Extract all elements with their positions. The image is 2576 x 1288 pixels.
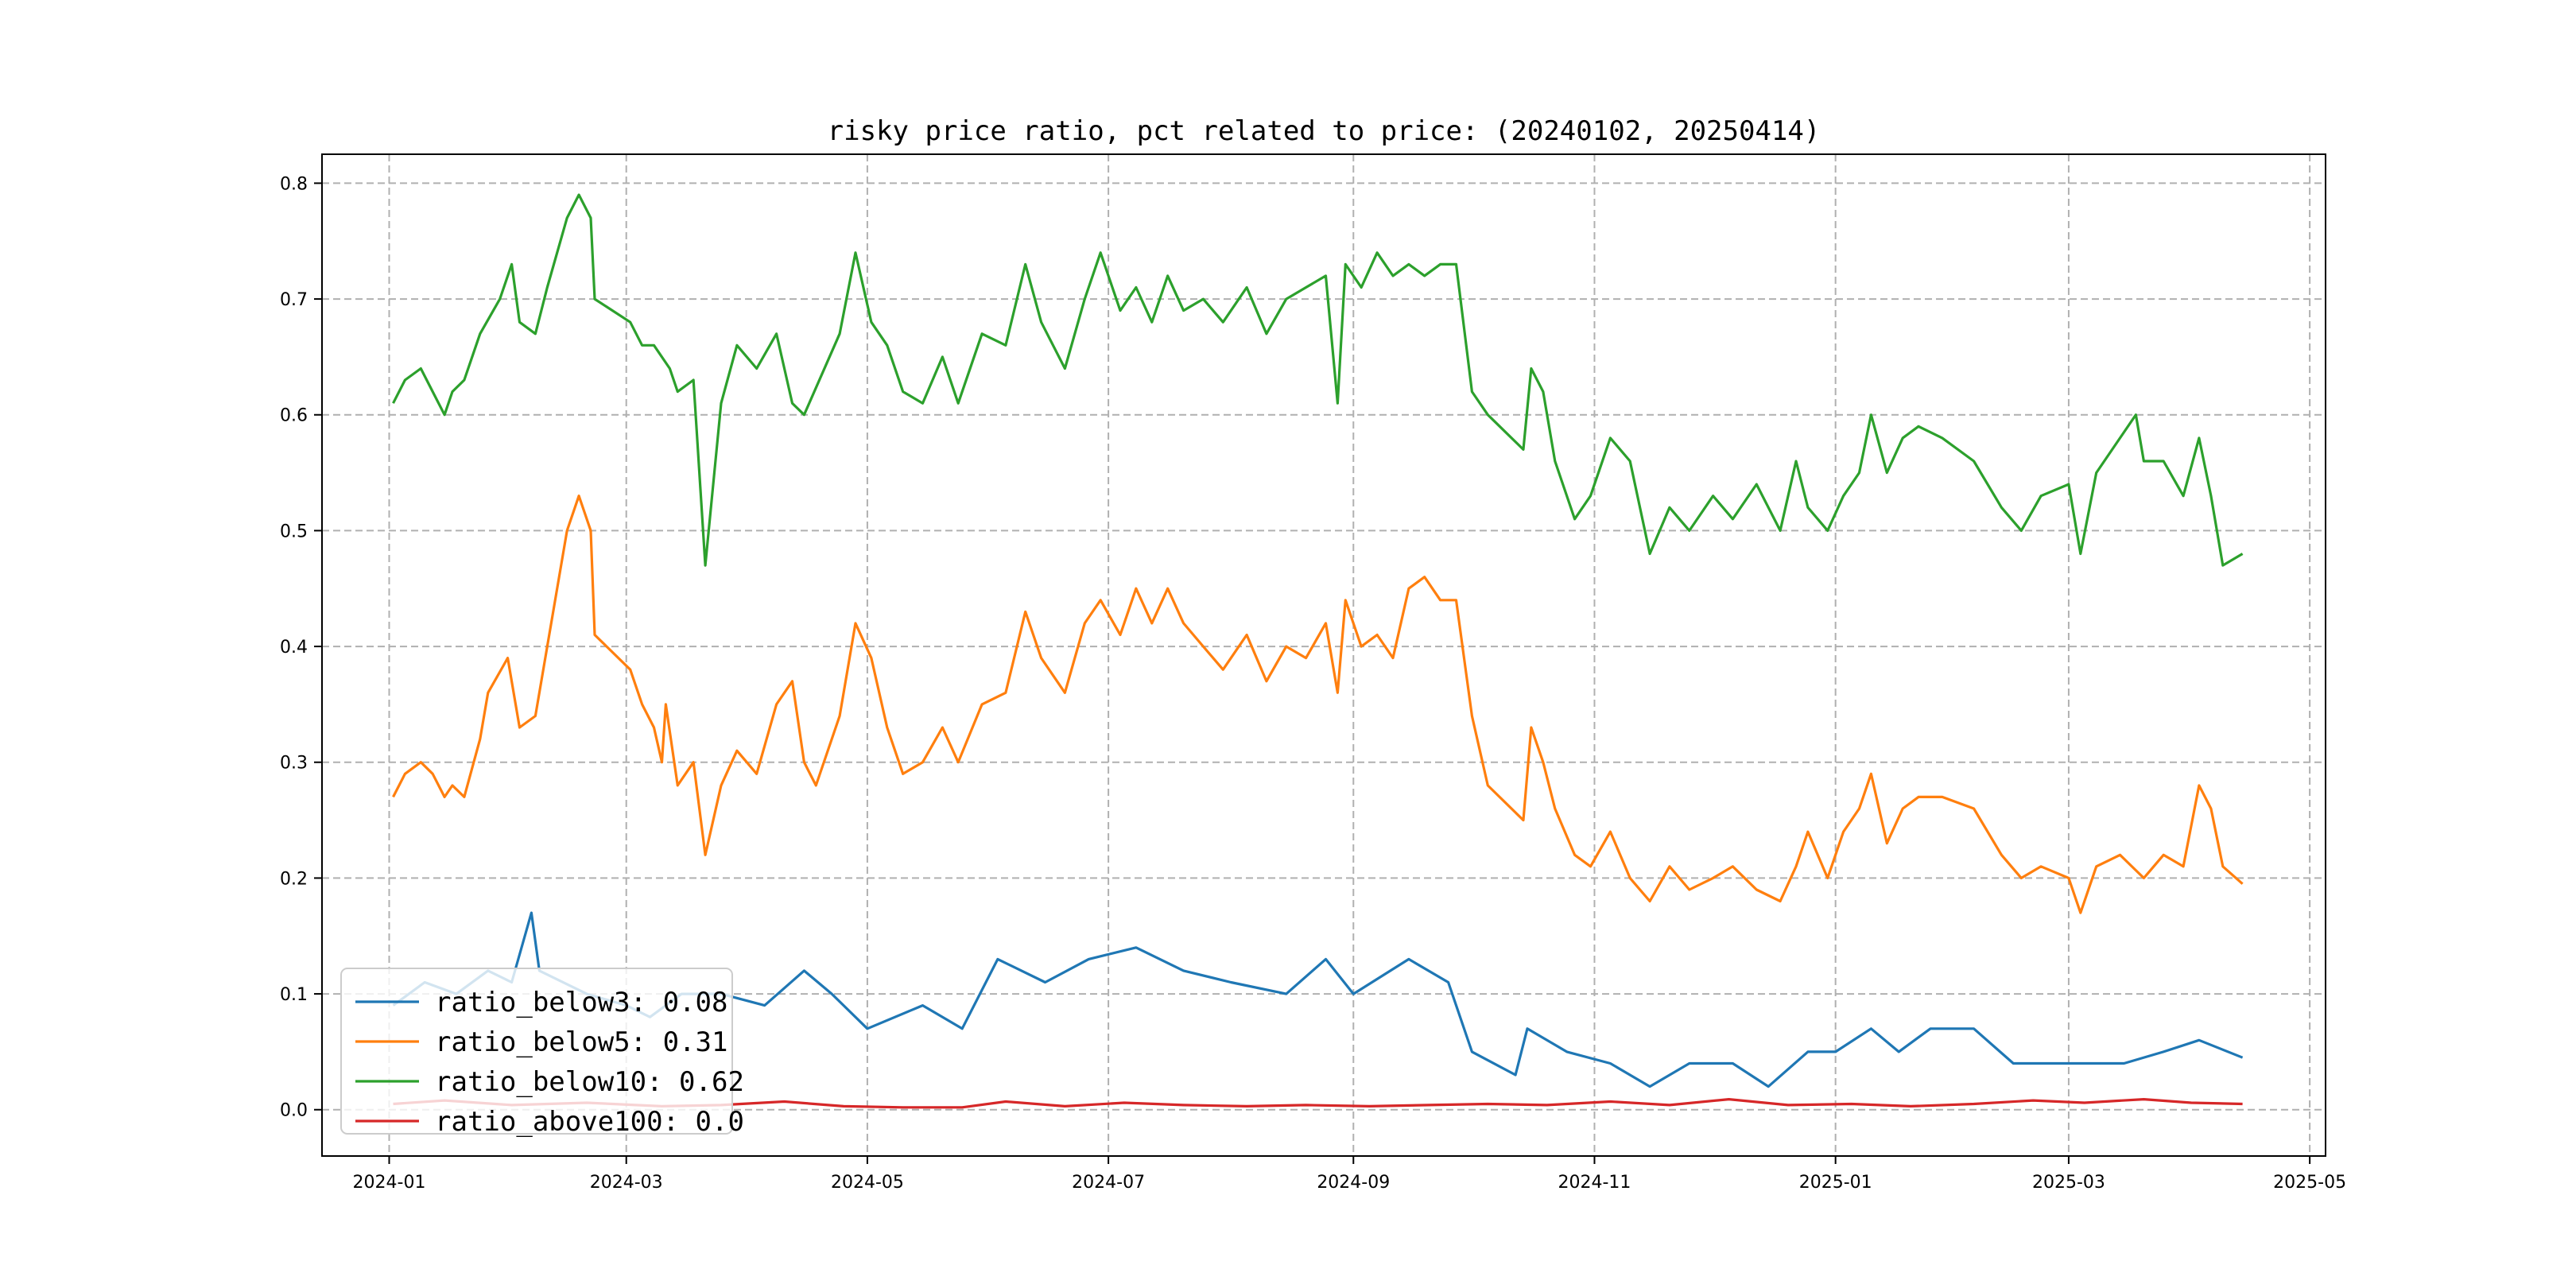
y-tick-label: 0.5: [280, 522, 308, 541]
legend-box: [340, 968, 733, 1135]
y-axis: 0.0 0.1 0.2 0.3 0.4 0.5 0.6 0.7 0.8: [280, 174, 322, 1121]
y-tick-label: 0.8: [280, 174, 308, 194]
legend-label: ratio_above100: 0.0: [435, 1106, 744, 1138]
y-tick-label: 0.3: [280, 754, 308, 774]
y-tick-label: 0.7: [280, 290, 308, 310]
x-tick-label: 2024-11: [1558, 1173, 1631, 1193]
legend-label: ratio_below10: 0.62: [435, 1066, 744, 1098]
y-tick-label: 0.4: [280, 638, 308, 658]
legend-label: ratio_below5: 0.31: [435, 1026, 727, 1058]
y-tick-label: 0.1: [280, 985, 308, 1005]
x-tick-label: 2024-07: [1072, 1173, 1145, 1193]
plot-frame: [321, 153, 2326, 1157]
x-tick-label: 2024-01: [353, 1173, 426, 1193]
series-line-ratio-below5: [392, 495, 2244, 914]
grid: [322, 154, 2326, 1156]
chart-title: risky price ratio, pct related to price:…: [828, 115, 1821, 147]
legend: ratio_below3: 0.08 ratio_below5: 0.31 rati…: [340, 968, 744, 1138]
x-tick-label: 2025-05: [2273, 1173, 2346, 1193]
x-tick-label: 2024-09: [1317, 1173, 1390, 1193]
x-axis: 2024-01 2024-03 2024-05 2024-07 2024-09 2024-…: [353, 1156, 2346, 1193]
y-tick-label: 0.2: [280, 869, 308, 889]
x-tick-label: 2025-03: [2032, 1173, 2105, 1193]
y-tick-label: 0.0: [280, 1101, 308, 1121]
x-tick-label: 2024-03: [590, 1173, 663, 1193]
y-tick-label: 0.6: [280, 406, 308, 426]
legend-label: ratio_below3: 0.08: [435, 987, 727, 1018]
series-line-ratio-below10: [392, 193, 2244, 567]
x-tick-label: 2024-05: [831, 1173, 904, 1193]
x-tick-label: 2025-01: [1799, 1173, 1872, 1193]
